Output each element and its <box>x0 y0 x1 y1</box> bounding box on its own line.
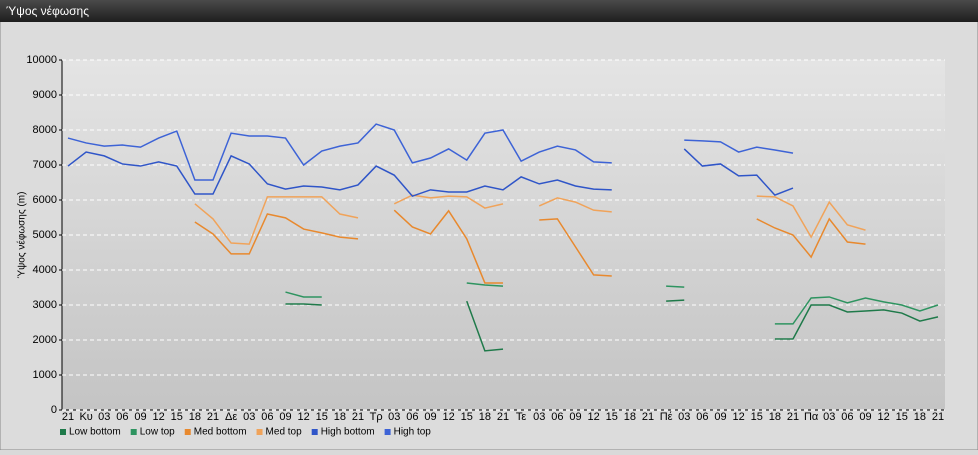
x-tick-label: 18 <box>914 411 926 423</box>
legend-label: Low top <box>140 427 175 438</box>
x-tick-label: Τρ <box>370 411 383 423</box>
legend-label: High top <box>394 427 432 438</box>
y-tick-label: 8000 <box>33 124 57 136</box>
y-tick-label: 9000 <box>33 89 57 101</box>
series-line <box>285 299 939 352</box>
x-tick-label: 06 <box>261 411 273 423</box>
x-tick-label: 09 <box>134 411 146 423</box>
x-tick-label: Πέ <box>660 411 673 423</box>
x-tick-label: Δε <box>225 411 237 423</box>
x-tick-label: 18 <box>769 411 781 423</box>
x-tick-label: 06 <box>406 411 418 423</box>
x-tick-label: 12 <box>443 411 455 423</box>
legend-swatch <box>184 429 191 435</box>
chart-title: Ύψος νέφωσης <box>6 4 89 18</box>
x-tick-label: 18 <box>189 411 201 423</box>
series-line <box>285 282 939 325</box>
y-tick-label: 10000 <box>26 54 57 66</box>
legend-swatch <box>384 429 391 435</box>
x-tick-label: Πα <box>804 411 819 423</box>
x-tick-label: 18 <box>334 411 346 423</box>
y-tick-label: 3000 <box>33 299 57 311</box>
x-tick-label: 21 <box>787 411 799 423</box>
series-line <box>194 209 866 284</box>
x-tick-label: 03 <box>678 411 690 423</box>
x-tick-label: 03 <box>533 411 545 423</box>
x-tick-label: Τε <box>516 411 527 423</box>
x-tick-label: 12 <box>733 411 745 423</box>
x-tick-label: 09 <box>569 411 581 423</box>
x-tick-label: 21 <box>352 411 364 423</box>
title-bar <box>0 0 978 22</box>
x-tick-label: 06 <box>841 411 853 423</box>
y-tick-label: 5000 <box>33 229 57 241</box>
y-tick-label: 4000 <box>33 264 57 276</box>
x-tick-label: 21 <box>62 411 74 423</box>
x-tick-label: 06 <box>696 411 708 423</box>
legend-label: Med top <box>266 427 303 438</box>
x-tick-label: 12 <box>588 411 600 423</box>
legend-label: Low bottom <box>69 427 121 438</box>
y-tick-label: 2000 <box>33 334 57 346</box>
x-tick-label: 15 <box>171 411 183 423</box>
x-tick-label: 21 <box>642 411 654 423</box>
x-tick-label: 12 <box>298 411 310 423</box>
x-tick-label: 15 <box>751 411 763 423</box>
x-tick-label: 12 <box>153 411 165 423</box>
x-tick-label: 03 <box>243 411 255 423</box>
legend-label: High bottom <box>321 427 375 438</box>
x-tick-label: 18 <box>479 411 491 423</box>
legend-swatch <box>130 429 137 435</box>
y-tick-label: 7000 <box>33 159 57 171</box>
x-tick-label: 15 <box>316 411 328 423</box>
x-tick-label: 18 <box>624 411 636 423</box>
series-line <box>67 148 794 198</box>
x-tick-label: 15 <box>461 411 473 423</box>
legend-swatch <box>60 429 66 435</box>
x-tick-label: 15 <box>896 411 908 423</box>
x-tick-label: 09 <box>859 411 871 423</box>
x-tick-label: 21 <box>497 411 509 423</box>
y-tick-label: 1000 <box>33 369 57 381</box>
x-tick-label: 09 <box>424 411 436 423</box>
y-tick-label: 6000 <box>33 194 57 206</box>
x-tick-label: 09 <box>714 411 726 423</box>
x-tick-label: 03 <box>388 411 400 423</box>
x-tick-label: 09 <box>279 411 291 423</box>
x-tick-label: 06 <box>116 411 128 423</box>
x-tick-label: 21 <box>932 411 944 423</box>
y-tick-label: 0 <box>51 404 57 416</box>
x-tick-label: 15 <box>606 411 618 423</box>
legend-label: Med bottom <box>194 427 247 438</box>
x-tick-label: 06 <box>551 411 563 423</box>
legend-swatch <box>256 429 263 435</box>
x-tick-label: 03 <box>823 411 835 423</box>
x-tick-label: 21 <box>207 411 219 423</box>
series-line <box>194 194 866 245</box>
x-tick-label: 12 <box>878 411 890 423</box>
x-tick-label: 03 <box>98 411 110 423</box>
series-line <box>67 123 794 181</box>
legend-swatch <box>311 429 318 435</box>
y-axis-title: Ύψος νέφωσης (m) <box>16 192 28 279</box>
x-tick-label: Κυ <box>79 411 92 423</box>
